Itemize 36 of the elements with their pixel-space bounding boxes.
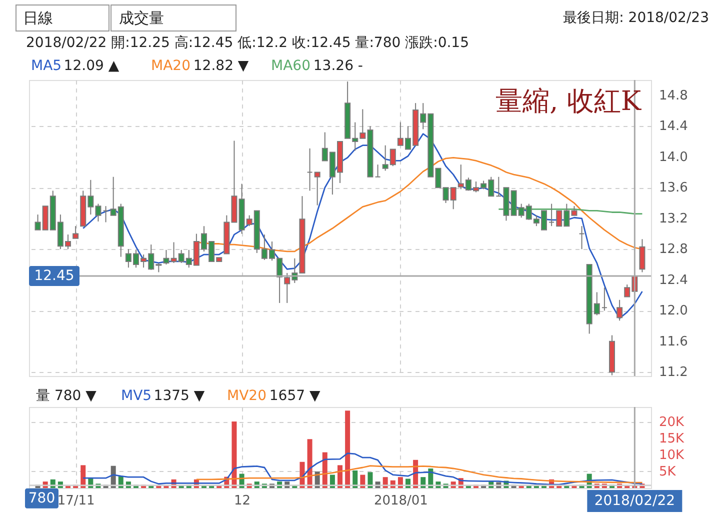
text: 成交量 (119, 9, 164, 27)
y-tick-label: 12.0 (659, 304, 688, 319)
ref-line-label: 780 (28, 490, 56, 506)
y-tick-label: 12.8 (659, 242, 688, 258)
text: 1657 ▼ (269, 388, 320, 404)
text: 12.82 ▼ (193, 58, 249, 74)
x-tick-label: 12 (234, 494, 251, 508)
text: 量 780 ▼ (36, 388, 97, 404)
y-tick-label: 14.8 (659, 88, 688, 104)
text: MA5 (31, 58, 62, 74)
text: MA20 (151, 58, 190, 74)
y-tick-label: 10K (659, 448, 685, 463)
y-tick-label: 11.2 (659, 365, 688, 380)
ref-line-label: 12.45 (34, 268, 74, 284)
y-tick-label: 20K (659, 414, 685, 430)
annotation: 量縮, 收紅K (496, 86, 642, 117)
text: 2018/02/22 開:12.25 高:12.45 低:12.2 收:12.45 量:780 漲跌:0.15 (26, 35, 469, 51)
x-tick-label: 17/11 (57, 494, 95, 508)
y-tick-label: 15K (659, 431, 685, 446)
y-tick-label: 5K (659, 464, 676, 480)
text: 最後日期: 2018/02/23 (563, 10, 709, 26)
text: 1375 ▼ (154, 388, 205, 404)
text: MV5 (121, 388, 152, 404)
text: 日線 (23, 9, 53, 27)
y-tick-label: 12.4 (659, 272, 688, 288)
text: 12.09 ▲ (64, 58, 120, 74)
y-tick-label: 14.4 (659, 119, 688, 134)
y-tick-label: 13.6 (659, 180, 688, 196)
x-tick-label: 2018/01 (374, 494, 428, 508)
y-tick-label: 11.6 (659, 334, 688, 350)
y-tick-label: 13.2 (659, 211, 688, 226)
x-tick-label: 2018/02/22 (594, 493, 676, 509)
y-tick-label: 14.0 (659, 150, 688, 165)
text: 13.26 - (313, 58, 363, 74)
text: MV20 (227, 388, 266, 404)
text: MA60 (271, 58, 310, 74)
